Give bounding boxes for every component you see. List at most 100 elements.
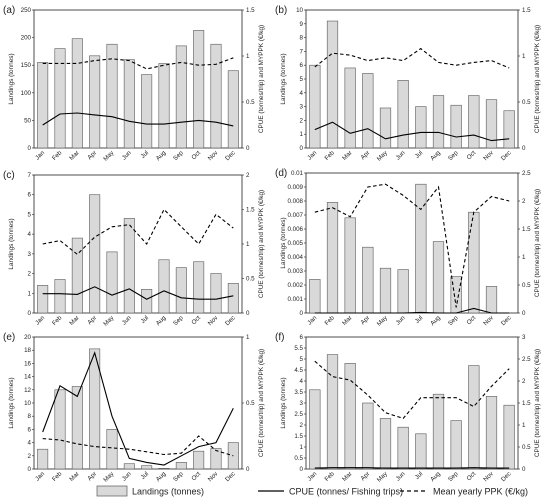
landings-bar	[379, 107, 392, 149]
landings-bar	[450, 420, 462, 470]
ppk-line	[314, 360, 510, 420]
x-tick-label: Aug	[155, 470, 168, 483]
panel-label: (e)	[3, 332, 15, 343]
landings-bar	[362, 246, 374, 314]
y-left-tick-label: 12	[24, 387, 31, 394]
landings-bar	[123, 59, 135, 149]
x-tick-label: Oct	[465, 149, 477, 161]
y-right-tick-label: 0.5	[522, 282, 531, 289]
landings-bar	[485, 396, 498, 470]
y-left-tick-label: 3	[28, 251, 32, 258]
landings-bar	[54, 279, 66, 314]
legend: Landings (tonnes) CPUE (tonnes/ Fishing …	[96, 485, 528, 497]
y-left-tick-label: 0	[300, 310, 304, 317]
y-left-tick-label: 0.008	[288, 198, 304, 205]
y-left-tick-label: 9	[300, 21, 304, 28]
y-left-tick-label: 5	[300, 356, 304, 363]
x-tick-label: Sep	[447, 470, 460, 483]
landings-bar	[503, 110, 515, 149]
landings-bar	[309, 389, 321, 470]
landings-bar	[37, 448, 49, 470]
x-tick-label: Apr	[359, 470, 371, 482]
x-tick-label: May	[102, 470, 116, 484]
y-right-tick-label: 1.5	[522, 226, 531, 233]
landings-bar	[210, 43, 222, 149]
x-tick-label: Jul	[414, 314, 425, 325]
landings-bar	[106, 43, 118, 149]
landings-bar	[193, 450, 205, 470]
y-left-tick-label: 6	[28, 192, 32, 199]
landings-bar	[89, 194, 101, 314]
x-tick-label: Jul	[414, 470, 425, 481]
landings-bar	[175, 267, 187, 314]
x-tick-label: Jan	[306, 470, 318, 482]
landings-bar	[432, 95, 445, 149]
y-left-tick-label: 1	[300, 444, 304, 451]
landings-bar	[397, 80, 409, 149]
landings-bar	[468, 365, 480, 470]
y-left-tick-label: 0.002	[288, 282, 304, 289]
y-left-tick-label: 8	[28, 413, 32, 420]
landings-bar	[193, 30, 205, 149]
landings-bar	[485, 286, 498, 314]
x-tick-label: Feb	[323, 470, 336, 483]
landings-bar	[106, 429, 118, 470]
x-tick-label: Oct	[190, 149, 202, 161]
y-right-tick-label: 1	[246, 334, 250, 341]
panel-label: (a)	[3, 5, 15, 16]
x-tick-label: Jun	[121, 470, 133, 482]
y-left-tick-label: 4	[28, 440, 32, 447]
y-right-tick-label: 1	[522, 53, 526, 60]
y-right-tick-label: 1	[522, 422, 526, 429]
x-tick-label: Nov	[207, 149, 220, 162]
x-tick-label: Mar	[68, 314, 80, 326]
ppk-line	[42, 435, 234, 457]
landings-bar	[123, 463, 135, 470]
y-left-tick-label: 3.5	[294, 389, 303, 396]
landings-bar	[210, 448, 222, 470]
x-tick-label: Jan	[306, 314, 318, 326]
landings-bar	[158, 468, 170, 470]
x-tick-label: Jan	[34, 149, 46, 161]
x-tick-label: May	[102, 149, 116, 163]
y-right-tick-label: 0.5	[522, 444, 531, 451]
y-left-tick-label: 6	[28, 426, 32, 433]
x-tick-label: Sep	[172, 149, 185, 162]
ppk-line	[42, 57, 234, 70]
x-tick-label: Jul	[140, 470, 151, 481]
y-left-tick-label: 6	[300, 334, 304, 341]
x-tick-label: Nov	[482, 149, 495, 162]
y-left-tick-label: 5	[300, 76, 304, 83]
landings-bar	[123, 218, 135, 314]
y-right-tick-label: 0	[522, 466, 526, 473]
x-tick-label: Mar	[68, 470, 80, 482]
landings-bar	[141, 465, 153, 470]
panel-a: 0 50 100 150 200 250 0 0.5 1 1.5 Jan Feb Mar Apr May Ju…	[3, 5, 265, 163]
y-left-tick-label: 0.001	[288, 296, 304, 303]
panel-e: 0 2 4 6 8 10 12 14 16 18 20 0 0.5 1 Jan Feb Mar Apr May Jun…	[3, 332, 265, 484]
y-right-tick-label: 1	[246, 53, 250, 60]
y-left-tick-label: 2	[28, 453, 32, 460]
x-tick-label: Apr	[359, 149, 371, 161]
landings-bar	[193, 261, 205, 314]
x-tick-label: Sep	[447, 149, 460, 162]
cpue-line	[314, 307, 510, 314]
x-tick-label: Jun	[395, 470, 407, 482]
y-right-axis-label: CPUE (tonnes/trip) and MYPPK (€/kg)	[258, 349, 265, 457]
landings-bar	[309, 64, 321, 149]
y-left-tick-label: 10	[24, 400, 31, 407]
panel-f: 0 0.5 1 1.5 2 2.5 3 3.5 4 4.5 5 5.5 6 0 0.5 1 1.5 2 2.5 3 Ja…	[275, 332, 541, 484]
y-right-tick-label: 2.5	[522, 356, 531, 363]
y-left-tick-label: 1.5	[294, 433, 303, 440]
x-tick-label: Jun	[121, 314, 133, 326]
landings-bar	[37, 62, 49, 149]
y-right-tick-label: 0	[246, 310, 250, 317]
y-right-tick-label: 1.5	[522, 7, 531, 14]
y-left-tick-label: 0.006	[288, 226, 304, 233]
x-tick-label: Jun	[395, 149, 407, 161]
y-right-tick-label: 1	[522, 254, 526, 261]
x-tick-label: Sep	[172, 314, 185, 327]
y-left-tick-label: 0.5	[294, 455, 303, 462]
x-tick-label: Oct	[465, 314, 477, 326]
y-left-tick-label: 4	[300, 378, 304, 385]
